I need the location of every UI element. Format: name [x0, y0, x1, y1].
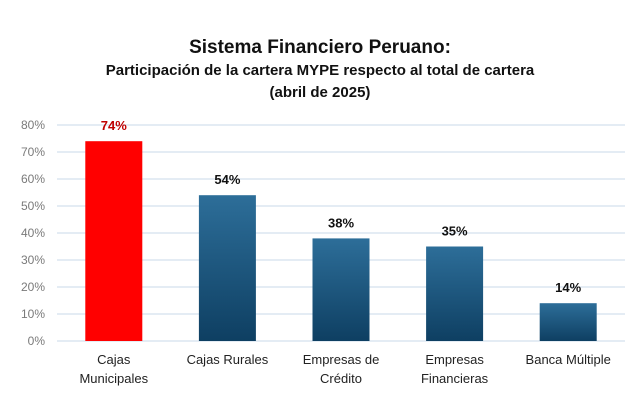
y-tick-label: 70%: [21, 145, 45, 159]
x-tick-label: Empresas de: [303, 352, 380, 367]
x-tick-label: Municipales: [79, 371, 148, 386]
y-tick-label: 40%: [21, 226, 45, 240]
chart-subtitle-date: (abril de 2025): [269, 84, 371, 101]
x-tick-label: Banca Múltiple: [526, 352, 611, 367]
x-tick-label: Crédito: [320, 371, 362, 386]
x-tick-label: Cajas Rurales: [187, 352, 269, 367]
bar: [198, 195, 256, 341]
chart-title: Sistema Financiero Peruano:: [189, 37, 451, 58]
y-tick-label: 30%: [21, 253, 45, 267]
y-tick-label: 20%: [21, 280, 45, 294]
x-tick-label: Empresas: [425, 352, 484, 367]
data-label: 14%: [555, 280, 581, 295]
y-tick-label: 50%: [21, 199, 45, 213]
bar: [85, 141, 143, 341]
chart-subtitle: Participación de la cartera MYPE respect…: [105, 62, 535, 79]
y-tick-label: 60%: [21, 172, 45, 186]
data-label: 74%: [101, 118, 127, 133]
x-tick-label: Financieras: [421, 371, 489, 386]
bar: [426, 246, 484, 341]
data-label: 54%: [214, 172, 240, 187]
chart-titles: Sistema Financiero Peruano: Participació…: [0, 36, 640, 104]
y-tick-label: 0%: [28, 334, 46, 348]
bar: [539, 303, 597, 341]
x-tick-label: Cajas: [97, 352, 131, 367]
data-label: 35%: [442, 224, 468, 239]
y-tick-label: 80%: [21, 118, 45, 132]
y-tick-label: 10%: [21, 307, 45, 321]
data-label: 38%: [328, 215, 354, 230]
bar: [312, 238, 370, 341]
